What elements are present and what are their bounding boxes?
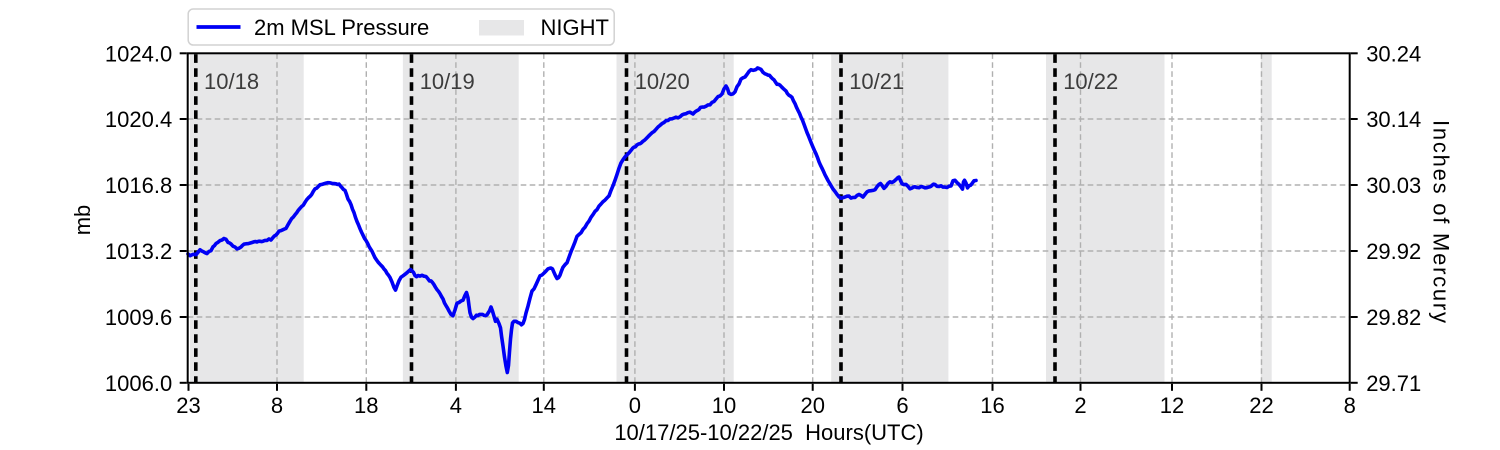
svg-text:23: 23 (176, 393, 200, 418)
svg-text:10/22: 10/22 (1063, 69, 1118, 94)
svg-text:16: 16 (980, 393, 1004, 418)
svg-text:20: 20 (800, 393, 824, 418)
svg-text:10: 10 (712, 393, 736, 418)
svg-text:Inches of Mercury: Inches of Mercury (1429, 120, 1454, 323)
svg-text:10/20: 10/20 (635, 69, 690, 94)
svg-text:10/21: 10/21 (849, 69, 904, 94)
svg-text:2m MSL Pressure: 2m MSL Pressure (254, 15, 429, 40)
svg-text:30.24: 30.24 (1366, 41, 1421, 66)
svg-text:0: 0 (629, 393, 641, 418)
svg-text:30.03: 30.03 (1366, 173, 1421, 198)
svg-text:1013.2: 1013.2 (105, 239, 172, 264)
svg-text:29.92: 29.92 (1366, 239, 1421, 264)
svg-text:2: 2 (1074, 393, 1086, 418)
svg-text:4: 4 (450, 393, 462, 418)
svg-text:10/17/25-10/22/25 Hours(UTC): 10/17/25-10/22/25 Hours(UTC) (614, 420, 923, 445)
svg-text:30.14: 30.14 (1366, 107, 1421, 132)
svg-text:mb: mb (70, 205, 95, 236)
svg-text:14: 14 (532, 393, 556, 418)
svg-text:18: 18 (354, 393, 378, 418)
svg-text:1024.0: 1024.0 (105, 41, 172, 66)
svg-text:1020.4: 1020.4 (105, 107, 172, 132)
svg-text:29.71: 29.71 (1366, 371, 1421, 396)
svg-text:1006.0: 1006.0 (105, 371, 172, 396)
svg-text:6: 6 (896, 393, 908, 418)
svg-text:10/18: 10/18 (204, 69, 259, 94)
svg-text:8: 8 (271, 393, 283, 418)
svg-text:22: 22 (1249, 393, 1273, 418)
svg-text:29.82: 29.82 (1366, 305, 1421, 330)
svg-text:1009.6: 1009.6 (105, 305, 172, 330)
svg-text:12: 12 (1160, 393, 1184, 418)
svg-text:8: 8 (1344, 393, 1356, 418)
svg-text:10/19: 10/19 (420, 69, 475, 94)
svg-text:1016.8: 1016.8 (105, 173, 172, 198)
svg-text:NIGHT: NIGHT (541, 15, 609, 40)
